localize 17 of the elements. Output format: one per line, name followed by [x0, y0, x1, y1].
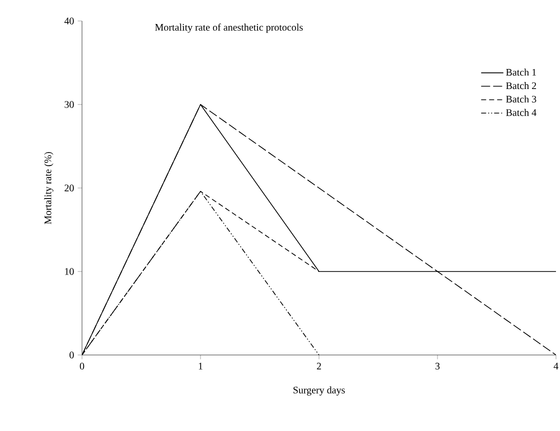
y-tick-label: 20 — [64, 184, 74, 192]
chart-title: Mortality rate of anesthetic protocols — [155, 24, 303, 33]
x-tick-label: 1 — [198, 362, 202, 370]
y-axis-title: Mortality rate (%) — [44, 152, 54, 224]
y-tick-label: 0 — [70, 352, 74, 358]
legend-label: Batch 1 — [506, 68, 536, 76]
x-tick-label: 4 — [554, 362, 558, 370]
legend-label: Batch 2 — [506, 82, 536, 90]
legend-label: Batch 3 — [506, 95, 536, 103]
y-tick-label: 10 — [65, 268, 74, 275]
x-tick-label: 2 — [316, 362, 321, 370]
x-tick-label: 0 — [80, 362, 84, 370]
x-axis-title: Surgery days — [294, 386, 345, 396]
y-tick-label: 40 — [64, 18, 74, 24]
x-tick-label: 3 — [435, 362, 440, 370]
legend-label: Batch 4 — [506, 108, 536, 116]
y-tick-label: 30 — [64, 101, 74, 108]
